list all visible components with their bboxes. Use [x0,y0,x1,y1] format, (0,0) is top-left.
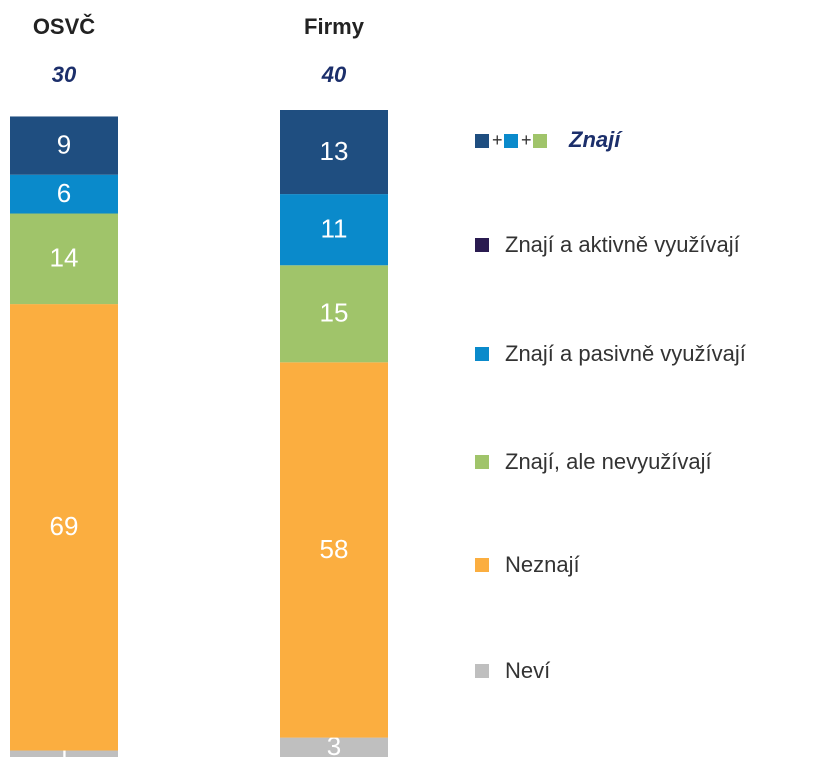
legend-swatch [475,455,489,469]
legend-label: Znají a aktivně využívají [505,232,740,257]
legend-swatch [475,558,489,572]
legend-separator: + [492,130,503,150]
bar-segment [280,362,388,738]
value-label: 58 [320,534,349,564]
bar-segment [280,110,388,195]
legend-swatch [504,134,518,148]
value-label: 6 [57,178,71,208]
value-label: 14 [50,243,79,273]
bar-segment [10,116,118,175]
legend-swatch [475,664,489,678]
bar-segment [280,194,388,266]
bar-segment [10,304,118,751]
legend-separator: + [521,130,532,150]
bar-segment [280,737,388,757]
legend-swatch [475,134,489,148]
legend-swatch [475,238,489,252]
bar-segment [280,265,388,363]
total-label: 30 [52,62,77,87]
legend-swatch [475,347,489,361]
category-label: OSVČ [33,14,95,39]
value-label: 13 [320,136,349,166]
legend-label: Znají a pasivně využívají [505,341,746,366]
legend-label: Neví [505,658,550,683]
category-label: Firmy [304,14,365,39]
value-label: 11 [321,214,348,244]
value-label: 69 [50,511,79,541]
legend-label: Neznají [505,552,580,577]
legend-swatch [533,134,547,148]
total-label: 40 [321,62,347,87]
bar-segment [10,750,118,757]
legend-label: Znají [568,127,623,152]
value-label: 3 [327,731,341,757]
legend-label: Znají, ale nevyužívají [505,449,712,474]
bar-segment [10,174,118,214]
value-label: 9 [57,129,71,159]
value-label: 15 [320,298,349,328]
bar-segment [10,213,118,305]
